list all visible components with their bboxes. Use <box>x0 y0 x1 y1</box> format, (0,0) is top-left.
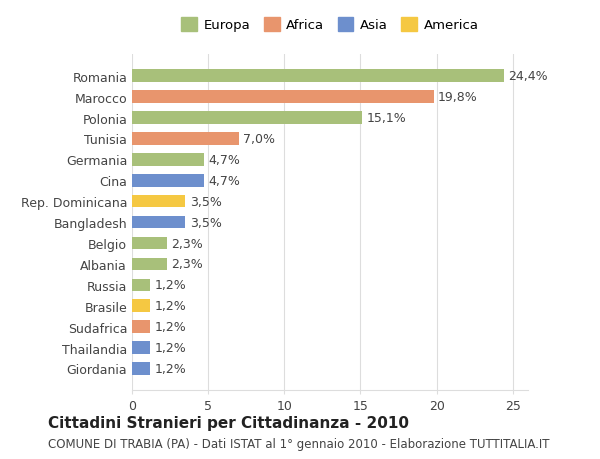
Text: 4,7%: 4,7% <box>208 154 240 167</box>
Text: 7,0%: 7,0% <box>243 133 275 146</box>
Legend: Europa, Africa, Asia, America: Europa, Africa, Asia, America <box>181 18 479 32</box>
Bar <box>132 237 167 250</box>
Bar <box>132 112 362 124</box>
Bar <box>132 174 203 187</box>
Text: COMUNE DI TRABIA (PA) - Dati ISTAT al 1° gennaio 2010 - Elaborazione TUTTITALIA.: COMUNE DI TRABIA (PA) - Dati ISTAT al 1°… <box>48 437 550 451</box>
Bar <box>132 258 167 271</box>
Text: 3,5%: 3,5% <box>190 216 222 229</box>
Text: 2,3%: 2,3% <box>172 258 203 271</box>
Bar <box>132 321 150 333</box>
Text: 2,3%: 2,3% <box>172 237 203 250</box>
Bar <box>132 341 150 354</box>
Text: 1,2%: 1,2% <box>155 362 187 375</box>
Text: 15,1%: 15,1% <box>367 112 406 125</box>
Bar <box>132 70 503 83</box>
Bar <box>132 279 150 291</box>
Text: 24,4%: 24,4% <box>508 70 548 83</box>
Text: 1,2%: 1,2% <box>155 279 187 291</box>
Text: 1,2%: 1,2% <box>155 320 187 333</box>
Text: 4,7%: 4,7% <box>208 174 240 187</box>
Text: 19,8%: 19,8% <box>438 91 478 104</box>
Bar <box>132 363 150 375</box>
Text: Cittadini Stranieri per Cittadinanza - 2010: Cittadini Stranieri per Cittadinanza - 2… <box>48 415 409 430</box>
Text: 1,2%: 1,2% <box>155 341 187 354</box>
Text: 3,5%: 3,5% <box>190 195 222 208</box>
Bar <box>132 154 203 166</box>
Text: 1,2%: 1,2% <box>155 300 187 313</box>
Bar <box>132 216 185 229</box>
Bar <box>132 133 239 146</box>
Bar <box>132 196 185 208</box>
Bar <box>132 300 150 312</box>
Bar <box>132 91 434 104</box>
